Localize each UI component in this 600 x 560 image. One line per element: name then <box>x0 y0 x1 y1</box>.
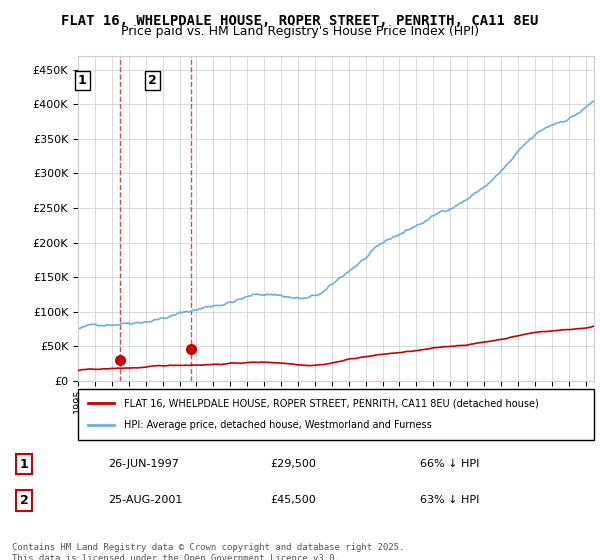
Text: 1: 1 <box>20 458 28 470</box>
Text: 2: 2 <box>20 494 28 507</box>
Text: HPI: Average price, detached house, Westmorland and Furness: HPI: Average price, detached house, West… <box>124 421 432 431</box>
Text: 66% ↓ HPI: 66% ↓ HPI <box>420 459 479 469</box>
FancyBboxPatch shape <box>78 389 594 440</box>
Text: 1: 1 <box>78 74 86 87</box>
Text: FLAT 16, WHELPDALE HOUSE, ROPER STREET, PENRITH, CA11 8EU (detached house): FLAT 16, WHELPDALE HOUSE, ROPER STREET, … <box>124 398 539 408</box>
Text: FLAT 16, WHELPDALE HOUSE, ROPER STREET, PENRITH, CA11 8EU: FLAT 16, WHELPDALE HOUSE, ROPER STREET, … <box>61 14 539 28</box>
Text: 63% ↓ HPI: 63% ↓ HPI <box>420 496 479 506</box>
Text: £45,500: £45,500 <box>270 496 316 506</box>
Text: 2: 2 <box>148 74 157 87</box>
Text: £29,500: £29,500 <box>270 459 316 469</box>
Text: 26-JUN-1997: 26-JUN-1997 <box>108 459 179 469</box>
Text: Contains HM Land Registry data © Crown copyright and database right 2025.
This d: Contains HM Land Registry data © Crown c… <box>12 543 404 560</box>
Text: Price paid vs. HM Land Registry's House Price Index (HPI): Price paid vs. HM Land Registry's House … <box>121 25 479 38</box>
Text: 25-AUG-2001: 25-AUG-2001 <box>108 496 182 506</box>
